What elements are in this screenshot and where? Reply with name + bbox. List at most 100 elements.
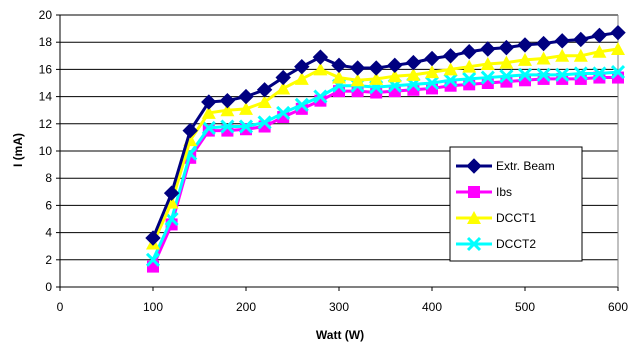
marker-stroke [480,70,495,85]
data-point [257,115,272,130]
data-point [349,60,366,76]
marker-stroke [201,120,216,135]
y-tick-label: 14 [39,90,53,104]
data-point [592,44,607,58]
data-point [462,59,477,73]
data-point [145,230,161,246]
series-line [151,70,619,261]
data-point [573,31,589,48]
data-point [406,67,421,81]
data-point [499,55,514,69]
marker-stroke [164,211,179,227]
data-point [368,60,384,76]
data-point [591,27,608,44]
data-point [424,50,440,67]
y-tick-label: 0 [45,280,52,294]
data-point [461,44,477,60]
data-point [611,42,625,55]
data-point [462,71,477,86]
data-point [220,103,235,117]
data-point [536,51,551,65]
data-point [425,65,439,79]
y-tick-label: 16 [39,62,53,76]
y-tick-label: 4 [45,226,52,240]
data-point [163,185,180,201]
marker-stroke [257,115,272,130]
data-point [257,95,272,109]
marker-stroke [443,73,458,88]
x-tick-label: 0 [57,300,64,314]
y-tick-label: 10 [39,144,53,158]
data-point [610,24,626,41]
data-point [536,67,551,82]
data-point [238,88,254,105]
y-axis-title: I (mA) [11,133,25,167]
legend-item: Ibs [456,185,512,199]
data-point [275,69,291,86]
x-tick-label: 100 [143,300,163,314]
marker-stroke [466,236,482,252]
legend-item: DCCT1 [456,211,536,225]
data-point [258,120,271,133]
marker-stroke [610,65,626,80]
data-point [592,66,607,81]
marker-stroke [313,89,328,104]
series-dcct1 [146,42,625,250]
data-point [276,81,291,95]
legend: Extr. Beam Ibs DCCT1 DCCT2 [449,146,583,262]
x-tick-label: 400 [422,300,442,314]
data-point [442,48,459,64]
data-point [535,35,552,52]
data-point [238,119,254,134]
data-point [517,37,533,53]
x-tick-label: 300 [329,300,349,314]
legend-swatch-marker [466,236,482,252]
x-tick-label: 200 [236,300,256,314]
marker-stroke [238,119,254,134]
legend-label: DCCT1 [496,211,536,225]
y-tick-label: 20 [39,8,53,22]
data-point [610,65,626,80]
data-point [498,39,515,56]
data-point [313,62,328,76]
data-point [201,105,216,119]
legend-item: DCCT2 [456,236,536,252]
data-point [256,82,273,98]
data-point [332,70,346,84]
data-point [480,41,496,57]
y-tick-label: 2 [45,253,52,267]
marker-stroke [536,67,551,82]
data-point [350,73,365,87]
series-layer [145,24,626,273]
data-point [443,62,458,76]
data-point [312,49,329,65]
y-tick-label: 6 [45,198,52,212]
data-point [369,71,384,85]
data-point [220,119,235,134]
data-point [554,33,570,49]
data-point [201,120,216,135]
data-point [405,54,422,71]
data-point [331,57,347,74]
marker-stroke [499,69,514,84]
legend-item: Extr. Beam [456,158,555,174]
marker-stroke [517,67,533,82]
data-point [219,92,236,109]
data-point [387,57,403,74]
y-tick-label: 8 [45,171,52,185]
marker-stroke [555,67,570,82]
marker-stroke [573,66,588,81]
x-tick-label: 500 [515,300,535,314]
data-point [240,123,252,136]
data-point [573,66,588,81]
marker-stroke [220,119,235,134]
marker-stroke [424,75,440,91]
data-point [499,69,514,84]
data-point [239,101,253,115]
data-point [555,48,570,62]
data-point [517,67,533,82]
data-point [573,48,588,62]
data-point [313,89,328,104]
legend-swatch-marker [468,186,480,198]
